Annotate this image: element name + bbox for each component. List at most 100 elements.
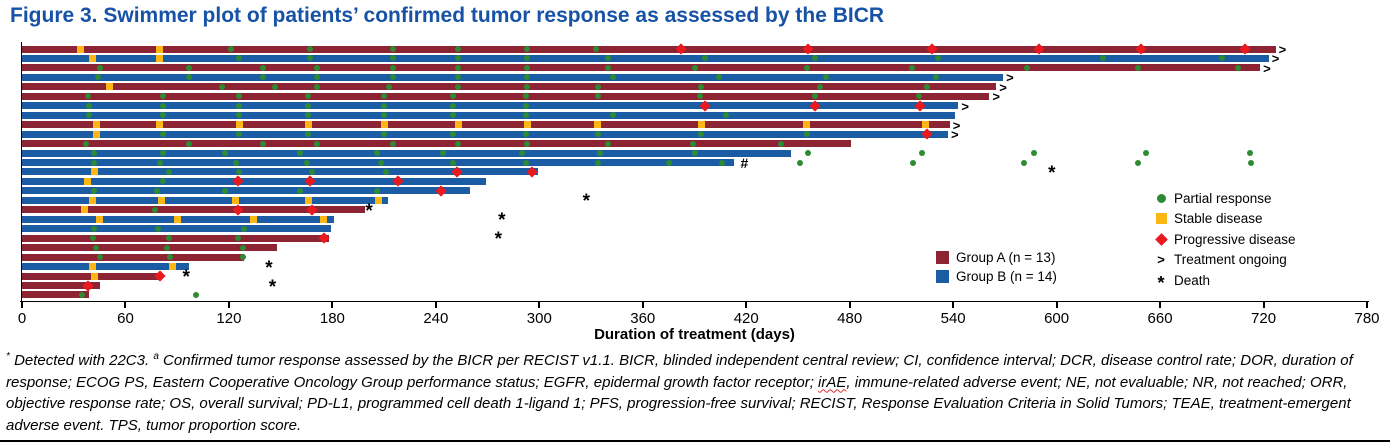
partial-response-marker — [82, 140, 89, 147]
partial-response-marker — [96, 254, 103, 261]
partial-response-marker — [239, 254, 246, 261]
partial-response-marker — [239, 244, 246, 251]
partial-response-marker — [934, 55, 941, 62]
swimmer-bar-row-7 — [22, 102, 959, 110]
death-marker: * — [494, 229, 503, 251]
death-marker: * — [582, 191, 590, 213]
partial-response-marker — [522, 131, 529, 138]
partial-response-marker — [910, 159, 917, 166]
partial-response-marker — [594, 159, 601, 166]
hash-marker: # — [740, 154, 749, 171]
partial-response-marker — [381, 131, 388, 138]
partial-response-marker — [522, 102, 529, 109]
partial-response-marker — [1143, 150, 1150, 157]
partial-response-marker — [260, 140, 267, 147]
partial-response-marker — [932, 74, 939, 81]
stable-disease-marker — [304, 121, 312, 129]
partial-response-marker — [1234, 64, 1241, 71]
swimmer-bar-row-4 — [22, 73, 1004, 81]
stable-disease-marker — [249, 215, 257, 223]
partial-response-marker — [1134, 64, 1141, 71]
death-marker: * — [365, 200, 373, 222]
stable-disease-marker — [89, 54, 97, 62]
footnote-segment: , immune-related adverse event; NE, not … — [6, 373, 1351, 434]
partial-response-marker — [374, 150, 381, 157]
partial-response-marker — [1246, 150, 1253, 157]
group-b-swatch — [936, 269, 949, 283]
asterisk-legend-icon: * — [1148, 272, 1174, 292]
treatment-ongoing-marker: > — [999, 79, 1007, 95]
diamond-legend-icon — [1148, 232, 1174, 246]
partial-response-marker — [86, 102, 93, 109]
partial-response-marker — [919, 150, 926, 157]
stable-disease-marker — [90, 168, 98, 176]
swimmer-bar-row-1 — [22, 45, 1276, 53]
stable-disease-marker — [158, 196, 166, 204]
partial-response-marker — [313, 140, 320, 147]
x-axis-tick — [848, 302, 851, 308]
swimmer-bar-row-8 — [22, 111, 955, 119]
swimmer-bar-row-27 — [22, 291, 90, 299]
partial-response-marker — [1248, 159, 1255, 166]
partial-response-marker — [236, 131, 243, 138]
swimmer-bar-row-11 — [22, 140, 852, 148]
x-axis — [20, 300, 1369, 302]
x-axis-tick — [124, 302, 127, 308]
partial-response-marker — [156, 159, 163, 166]
partial-response-marker — [382, 168, 389, 175]
partial-response-marker — [389, 46, 396, 52]
x-axis-tick — [952, 302, 955, 308]
partial-response-marker — [450, 93, 457, 100]
partial-response-icon — [1156, 193, 1166, 203]
x-axis-tick — [1159, 302, 1162, 308]
treatment-ongoing-marker: > — [961, 98, 969, 114]
partial-response-marker — [305, 112, 312, 119]
footnote-segment: irAE — [818, 373, 847, 391]
group-legend-label: Group B (n = 14) — [956, 268, 1057, 284]
partial-response-marker — [389, 64, 396, 71]
x-axis-tick — [1366, 302, 1368, 308]
group-a-swatch — [936, 250, 949, 264]
marker-legend-item: Stable disease — [1148, 209, 1378, 229]
partial-response-marker — [389, 74, 396, 81]
partial-response-marker — [296, 150, 303, 157]
partial-response-marker — [305, 93, 312, 100]
swimmer-bar-row-10 — [22, 130, 948, 138]
partial-response-marker — [1100, 55, 1107, 62]
partial-response-marker — [186, 74, 193, 81]
partial-response-marker — [524, 64, 531, 71]
marker-legend: Partial response Stable disease Progressiv… — [1148, 188, 1378, 292]
partial-response-marker — [296, 187, 303, 194]
partial-response-marker — [908, 64, 915, 71]
partial-response-marker — [272, 83, 279, 90]
stable-disease-marker — [156, 54, 164, 62]
partial-response-marker — [519, 150, 526, 157]
partial-response-marker — [160, 93, 167, 100]
partial-response-marker — [165, 235, 172, 242]
death-marker: * — [1048, 162, 1056, 184]
stable-disease-marker — [523, 121, 531, 129]
stable-disease-marker — [89, 263, 97, 271]
partial-response-marker — [151, 206, 158, 213]
stable-disease-marker — [232, 196, 240, 204]
partial-response-marker — [524, 140, 531, 147]
stable-disease-marker — [594, 121, 602, 129]
x-axis-title: Duration of treatment (days) — [594, 326, 795, 343]
partial-response-marker — [232, 159, 239, 166]
marker-legend-item: * Death — [1148, 270, 1378, 293]
partial-response-marker — [594, 93, 601, 100]
stable-disease-marker — [320, 215, 328, 223]
partial-response-marker — [381, 112, 388, 119]
partial-response-marker — [313, 83, 320, 90]
partial-response-marker — [665, 159, 672, 166]
death-marker: * — [265, 257, 273, 279]
partial-response-marker — [93, 244, 100, 251]
stable-disease-marker — [84, 177, 92, 185]
stable-disease-marker — [173, 215, 181, 223]
partial-response-marker — [455, 140, 462, 147]
partial-response-marker — [303, 159, 310, 166]
x-axis-tick — [1262, 302, 1265, 308]
partial-response-marker — [1020, 159, 1027, 166]
partial-response-marker — [455, 55, 462, 62]
